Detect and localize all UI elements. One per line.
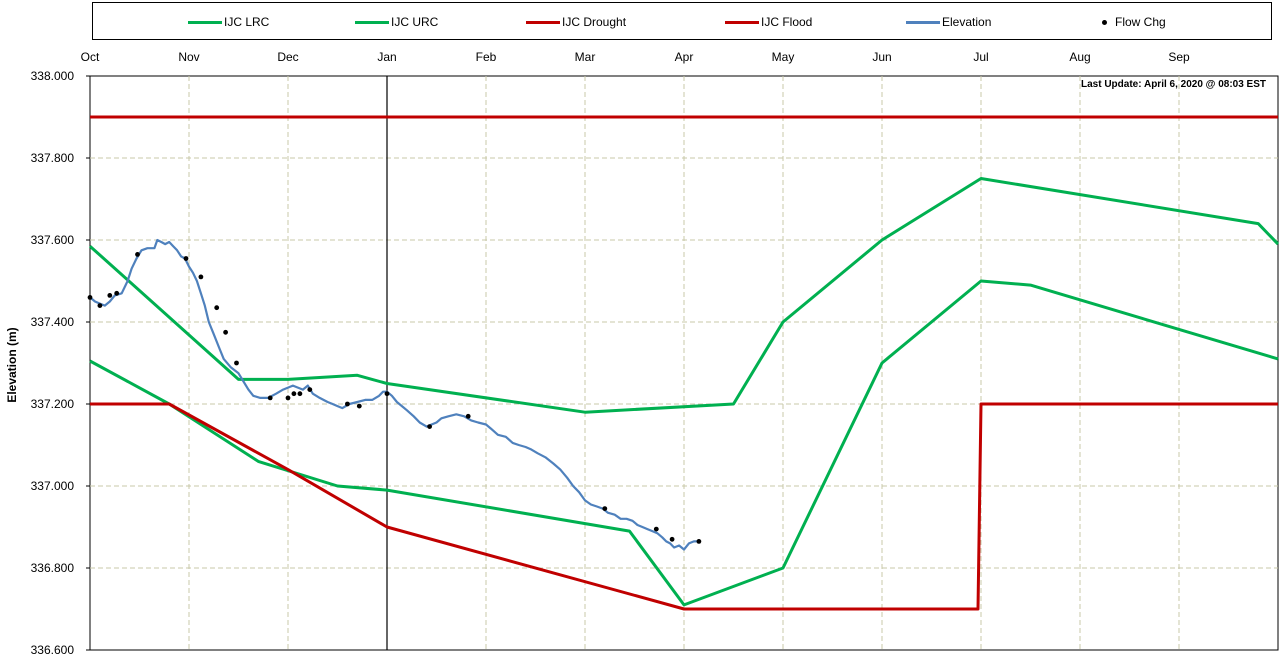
- x-tick-label: Sep: [1168, 50, 1190, 64]
- marker-flow-chg: [696, 539, 702, 544]
- marker-flow-chg: [135, 252, 140, 257]
- marker-flow-chg: [465, 413, 471, 419]
- legend-marker-flow-chg: [1102, 19, 1107, 25]
- x-tick-label: Aug: [1069, 50, 1091, 64]
- legend-label-ijc-urc: IJC URC: [391, 15, 439, 29]
- y-tick-label: 337.800: [30, 151, 74, 165]
- marker-flow-chg: [114, 290, 120, 296]
- y-tick-label: 337.600: [30, 233, 74, 247]
- legend-swatch-ijc-drought: [526, 20, 560, 24]
- x-tick-label: Nov: [178, 50, 200, 64]
- y-tick-label: 338.000: [30, 69, 74, 83]
- y-axis-title: Elevation (m): [5, 327, 19, 403]
- x-tick-label: Apr: [674, 50, 694, 64]
- x-tick-label: Oct: [80, 50, 100, 64]
- marker-flow-chg: [223, 329, 229, 335]
- legend-item-ijc-lrc: IJC LRC: [188, 14, 269, 30]
- legend-swatch-ijc-flood: [725, 20, 759, 24]
- series-line-ijc-lrc: [88, 177, 1280, 414]
- marker-flow-chg: [291, 391, 297, 397]
- marker-flow-chg: [198, 274, 204, 280]
- x-tick-label: Feb: [475, 50, 497, 64]
- series-line-ijc-drought: [90, 402, 1278, 611]
- legend-item-elevation: Elevation: [906, 14, 991, 30]
- legend-item-flow-chg: Flow Chg: [1088, 14, 1166, 30]
- marker-flow-chg: [602, 506, 608, 511]
- marker-flow-chg: [97, 303, 103, 308]
- x-tick-label: Jan: [377, 50, 397, 64]
- legend-swatch-ijc-lrc: [188, 20, 222, 24]
- marker-flow-chg: [183, 256, 189, 261]
- chart-legend: IJC LRC IJC URC IJC Drought IJC Flood El…: [92, 2, 1272, 40]
- marker-flow-chg: [307, 387, 313, 392]
- marker-flow-chg: [214, 305, 220, 311]
- marker-flow-chg: [234, 360, 239, 366]
- y-tick-label: 337.400: [30, 315, 74, 329]
- y-tick-label: 336.600: [30, 643, 74, 657]
- marker-flow-chg: [384, 391, 390, 397]
- marker-flow-chg: [87, 295, 93, 300]
- marker-flow-chg: [285, 395, 291, 401]
- legend-label-ijc-drought: IJC Drought: [562, 15, 627, 29]
- x-tick-label: Jul: [973, 50, 989, 64]
- legend-item-ijc-urc: IJC URC: [355, 14, 438, 30]
- marker-flow-chg: [669, 536, 675, 542]
- series-line-elevation: [89, 238, 699, 551]
- legend-label-flow-chg: Flow Chg: [1115, 15, 1166, 29]
- marker-flow-chg: [356, 403, 362, 409]
- marker-flow-chg: [427, 424, 432, 429]
- marker-flow-chg: [107, 293, 113, 298]
- x-tick-label: Jun: [872, 50, 892, 64]
- marker-flow-chg: [345, 401, 350, 407]
- marker-flow-chg: [297, 391, 303, 397]
- legend-label-ijc-flood: IJC Flood: [761, 15, 813, 29]
- marker-flow-chg: [653, 526, 659, 532]
- x-tick-label: May: [771, 50, 795, 64]
- legend-swatch-elevation: [906, 20, 940, 24]
- x-tick-label: Dec: [277, 50, 299, 64]
- plot-area: [89, 75, 1279, 651]
- legend-label-elevation: Elevation: [942, 15, 992, 29]
- legend-swatch-ijc-urc: [355, 20, 389, 24]
- y-tick-label: 337.200: [30, 397, 74, 411]
- marker-flow-chg: [267, 395, 273, 401]
- series-line-ijc-urc: [89, 279, 1279, 607]
- x-tick-label: Mar: [574, 50, 596, 64]
- y-tick-label: 337.000: [30, 479, 74, 493]
- legend-label-ijc-lrc: IJC LRC: [224, 15, 270, 29]
- legend-item-ijc-flood: IJC Flood: [725, 14, 812, 30]
- y-tick-label: 336.800: [30, 561, 74, 575]
- last-update-annotation: Last Update: April 6, 2020 @ 08:03 EST: [1081, 79, 1266, 90]
- legend-item-ijc-drought: IJC Drought: [526, 14, 626, 30]
